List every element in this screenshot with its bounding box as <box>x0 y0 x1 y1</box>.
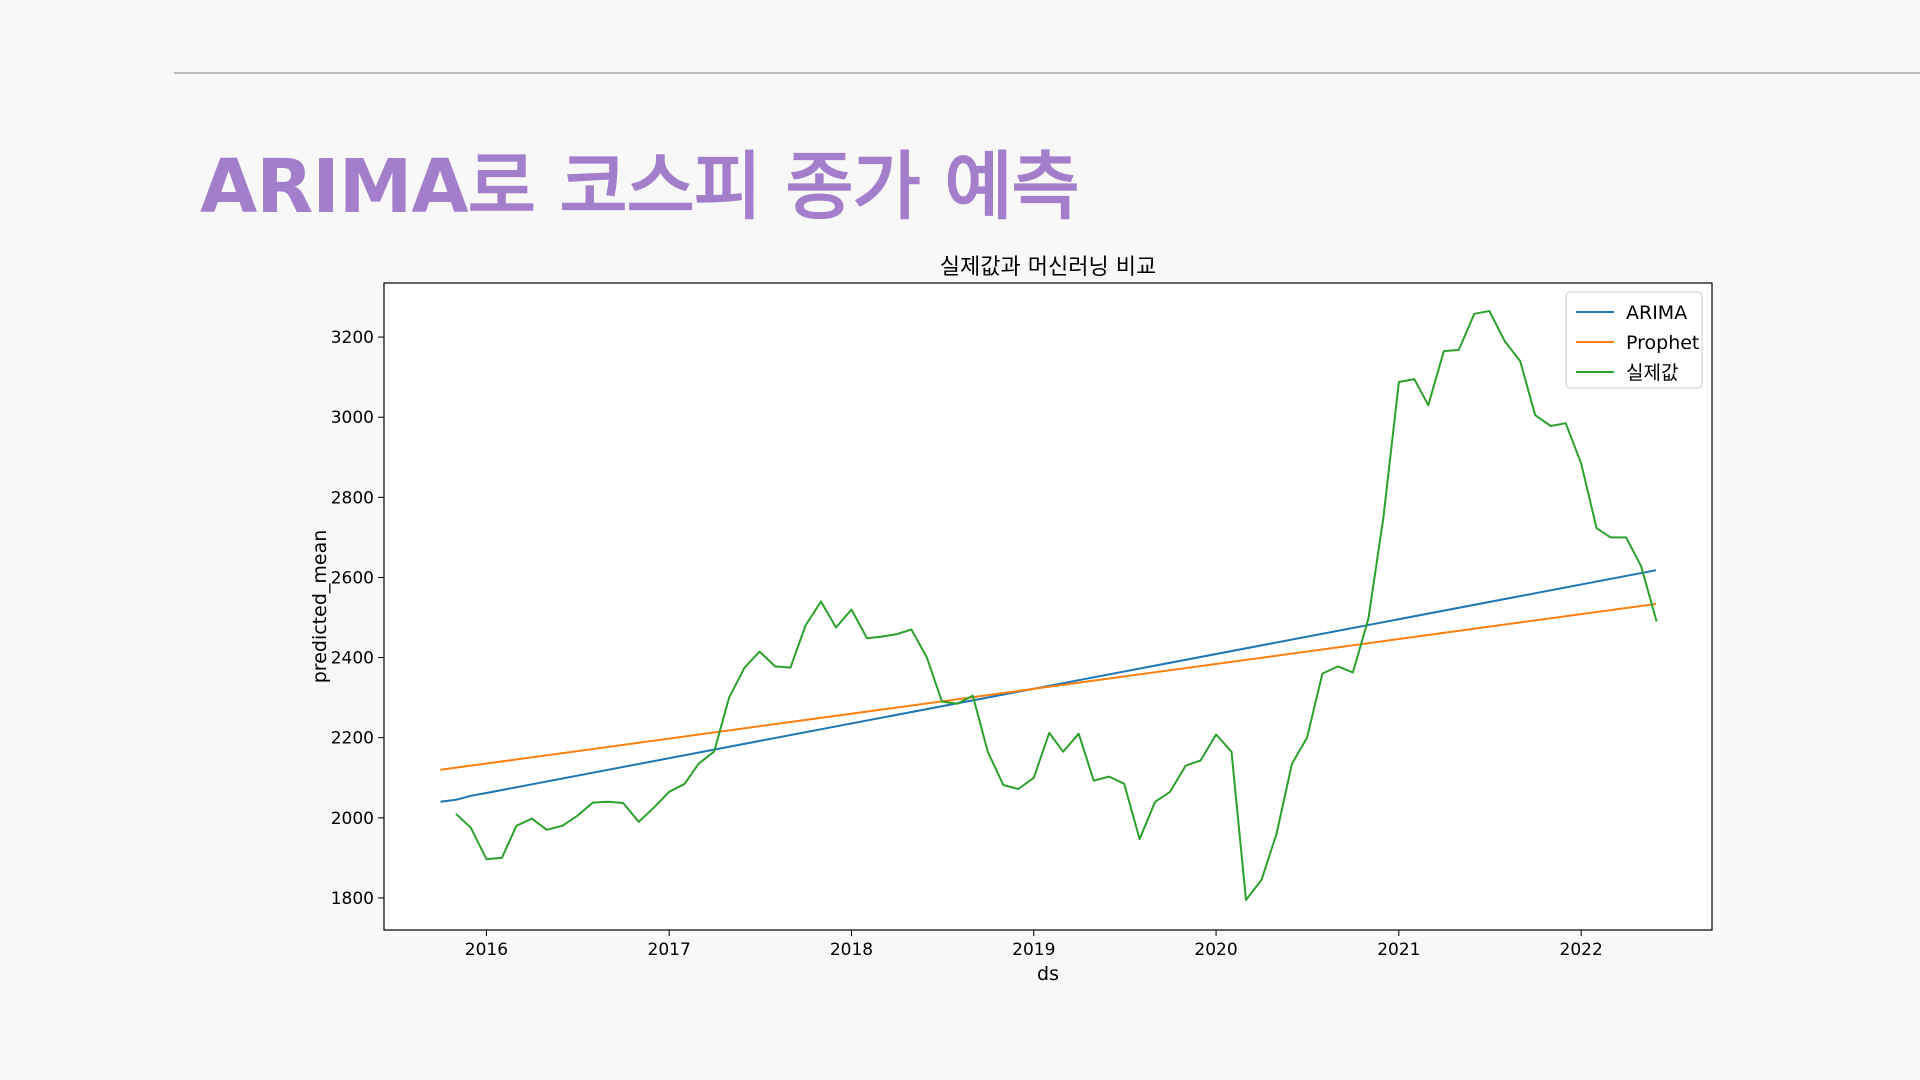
x-tick-label: 2017 <box>648 940 691 960</box>
y-tick-label: 3200 <box>331 328 374 348</box>
legend-label: Prophet <box>1626 332 1699 354</box>
legend-label: 실제값 <box>1626 362 1678 384</box>
plot-area <box>383 282 1713 931</box>
slide-title: ARIMA로 코스피 종가 예측 <box>200 144 1080 230</box>
x-tick-label: 2016 <box>465 940 508 960</box>
y-tick-label: 2400 <box>331 649 374 669</box>
legend-box <box>1565 291 1703 389</box>
y-tick-label: 2000 <box>331 809 374 829</box>
y-tick-label: 2800 <box>331 488 374 508</box>
y-tick-label: 2600 <box>331 568 374 588</box>
x-axis-label: ds <box>1037 963 1059 985</box>
chart-title: 실제값과 머신러닝 비교 <box>940 255 1156 280</box>
x-tick-label: 2019 <box>1012 940 1055 960</box>
y-tick-label: 3000 <box>331 408 374 428</box>
x-tick-label: 2020 <box>1194 940 1237 960</box>
x-tick-label: 2018 <box>830 940 873 960</box>
y-axis-label: predicted_mean <box>309 530 331 684</box>
series-line-1 <box>440 569 1657 803</box>
series-line-3 <box>455 310 1658 901</box>
y-tick-label: 1800 <box>331 889 374 909</box>
x-tick-label: 2022 <box>1560 940 1603 960</box>
x-tick-label: 2021 <box>1377 940 1420 960</box>
legend-label: ARIMA <box>1626 302 1687 324</box>
y-tick-label: 2200 <box>331 729 374 749</box>
top-divider-line <box>174 72 1920 74</box>
series-line-2 <box>440 602 1657 771</box>
